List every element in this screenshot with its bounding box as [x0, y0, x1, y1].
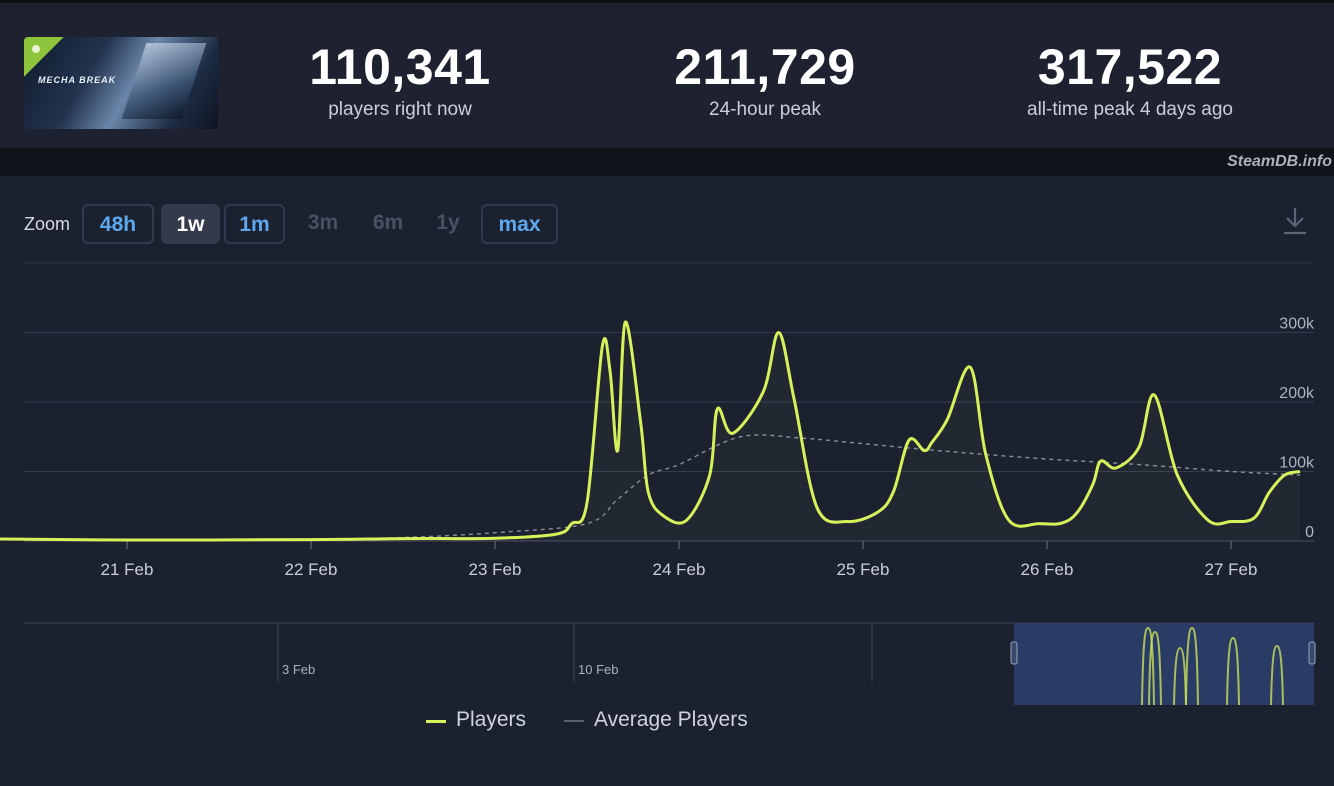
series-players-line[interactable] — [0, 320, 1301, 542]
coin-icon — [32, 45, 40, 53]
legend-players[interactable]: Players — [456, 708, 527, 731]
legend-average-swatch — [564, 720, 584, 722]
x-tick-label: 27 Feb — [1205, 560, 1258, 579]
navigator-players-spike — [1173, 646, 1187, 705]
stat-value: 211,729 — [674, 39, 856, 95]
stat-all-time-peak: 317,522 all-time peak 4 days ago — [980, 41, 1280, 121]
players-area — [0, 322, 1300, 541]
zoom-button-1y: 1y — [436, 211, 460, 234]
stat-value: 317,522 — [1037, 39, 1223, 95]
x-tick-label: 21 Feb — [101, 560, 154, 579]
y-tick-label: 200k — [1279, 385, 1315, 402]
x-tick-label: 24 Feb — [653, 560, 706, 579]
x-tick-label: 26 Feb — [1021, 560, 1074, 579]
stat-label: all-time peak 4 days ago — [1027, 99, 1233, 120]
chart-legend: Players Average Players — [0, 706, 1334, 736]
zoom-button-1w[interactable]: 1w — [161, 204, 220, 244]
logo-art — [121, 43, 207, 119]
game-logo: MECHA BREAK — [38, 75, 117, 85]
zoom-button-max[interactable]: max — [481, 204, 558, 244]
navigator-left-handle[interactable] — [1010, 641, 1018, 665]
x-tick-label: 23 Feb — [469, 560, 522, 579]
y-tick-label: 0 — [1305, 524, 1314, 541]
zoom-button-6m: 6m — [372, 211, 404, 234]
download-icon[interactable] — [1282, 206, 1308, 236]
navigator-right-handle[interactable] — [1308, 641, 1316, 665]
legend-players-swatch — [426, 720, 446, 723]
stat-label: 24-hour peak — [709, 99, 821, 120]
stats-header: MECHA BREAK 110,341 players right now 21… — [0, 0, 1334, 151]
stat-value: 110,341 — [309, 39, 491, 95]
x-tick-label: 25 Feb — [837, 560, 890, 579]
navigator-players-spike — [1226, 636, 1240, 705]
navigator-players-spike — [1185, 626, 1199, 705]
navigator-selection[interactable] — [1014, 623, 1314, 705]
game-thumbnail[interactable]: MECHA BREAK — [24, 37, 218, 129]
stat-current-players: 110,341 players right now — [280, 41, 520, 121]
navigator-tick-label: 10 Feb — [578, 662, 618, 677]
divider-strip — [0, 148, 1334, 176]
ribbon-icon — [24, 37, 64, 77]
navigator-tick-label: 3 Feb — [282, 662, 315, 677]
stat-label: players right now — [328, 99, 472, 120]
zoom-label: Zoom — [24, 214, 71, 234]
zoom-button-48h[interactable]: 48h — [82, 204, 154, 244]
legend-average-players[interactable]: Average Players — [594, 708, 748, 731]
zoom-button-1m[interactable]: 1m — [224, 204, 285, 244]
stat-24h-peak: 211,729 24-hour peak — [640, 41, 890, 121]
steamdb-credit[interactable]: SteamDB.info — [1227, 153, 1332, 170]
range-navigator[interactable]: 3 Feb 10 Feb — [0, 620, 1334, 705]
player-count-chart[interactable]: 0 100k 200k 300k 21 Feb 22 Feb 23 Feb 24 Feb 25 … — [0, 255, 1334, 600]
y-tick-label: 300k — [1279, 316, 1315, 333]
navigator-players-spike — [1148, 630, 1162, 705]
x-tick-label: 22 Feb — [285, 560, 338, 579]
navigator-players-spike — [1141, 626, 1155, 705]
zoom-button-3m: 3m — [307, 211, 339, 234]
navigator-players-spike — [1270, 644, 1284, 705]
y-tick-label: 100k — [1279, 455, 1315, 472]
